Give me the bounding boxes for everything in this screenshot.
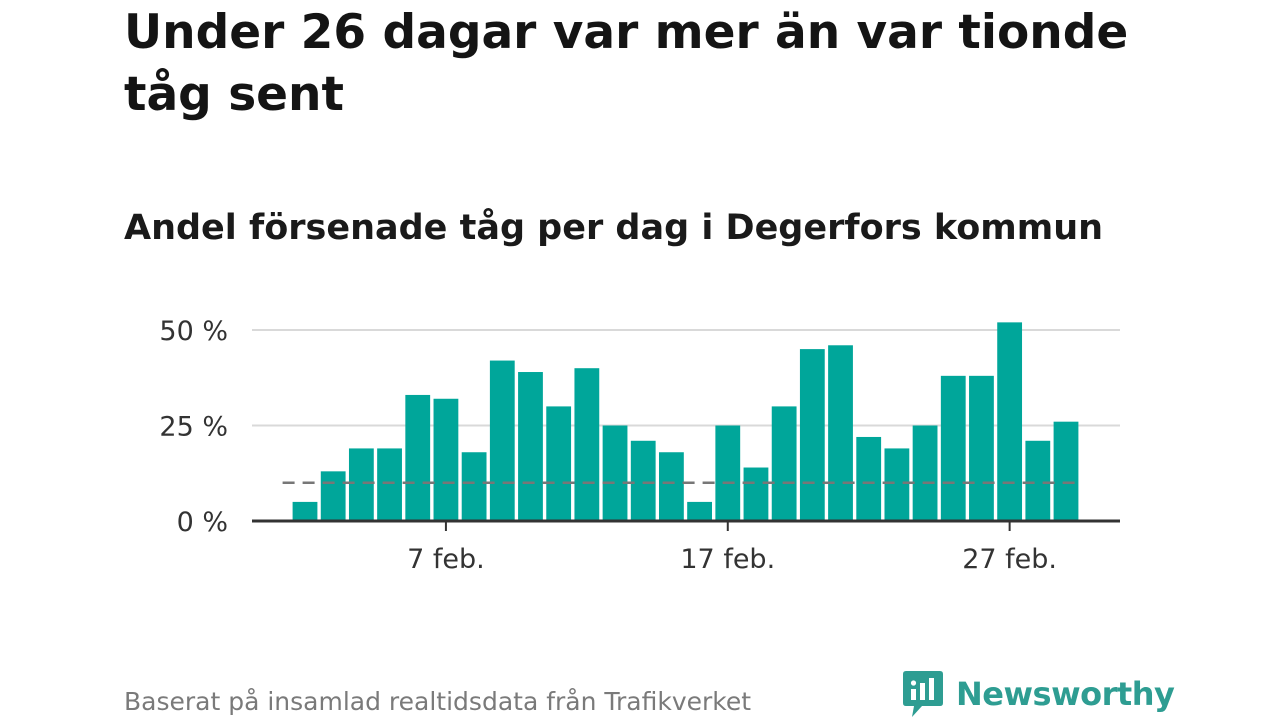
bar [630,440,656,521]
x-tick-label: 27 feb. [962,544,1057,575]
bar [912,425,938,521]
bar [377,448,402,521]
bar [546,406,572,521]
bar [828,345,853,521]
newsworthy-logo: Newsworthy [902,668,1175,720]
bar [489,360,515,521]
bar [687,501,712,521]
bar [997,322,1023,521]
bar [659,452,684,521]
bar [433,398,459,521]
bars [292,322,1079,521]
newsworthy-logo-icon [903,671,943,717]
bar [320,471,346,521]
bar [799,349,825,521]
bar [518,372,543,521]
bar [940,375,966,521]
bar [969,375,994,521]
y-axis-labels: 0 % 25 % 50 % [159,316,228,538]
bar [715,425,741,521]
bar-chart: 0 % 25 % 50 % 7 feb. 17 feb. 27 feb. [159,316,1120,575]
x-axis: 7 feb. 17 feb. 27 feb. [252,519,1120,575]
y-tick-label: 0 % [177,507,228,538]
bar [771,406,797,521]
bar [743,467,769,521]
logo-text: Newsworthy [956,675,1175,713]
source-note: Baserat på insamlad realtidsdata från Tr… [124,687,752,716]
bar [405,394,431,521]
bar [348,448,374,521]
bar [856,436,882,521]
x-tick-label: 17 feb. [680,544,775,575]
bar [1025,440,1051,521]
chart-title: Under 26 dagar var mer än var tionde tåg… [124,5,1129,122]
y-tick-label: 50 % [159,316,228,347]
bar [574,368,600,521]
bar [884,448,910,521]
chart-subtitle: Andel försenade tåg per dag i Degerfors … [124,208,1104,248]
bar [1053,421,1079,521]
bar [461,452,487,521]
bar [292,501,318,521]
bar [602,425,628,521]
y-tick-label: 25 % [159,412,228,443]
x-tick-label: 7 feb. [407,544,485,575]
